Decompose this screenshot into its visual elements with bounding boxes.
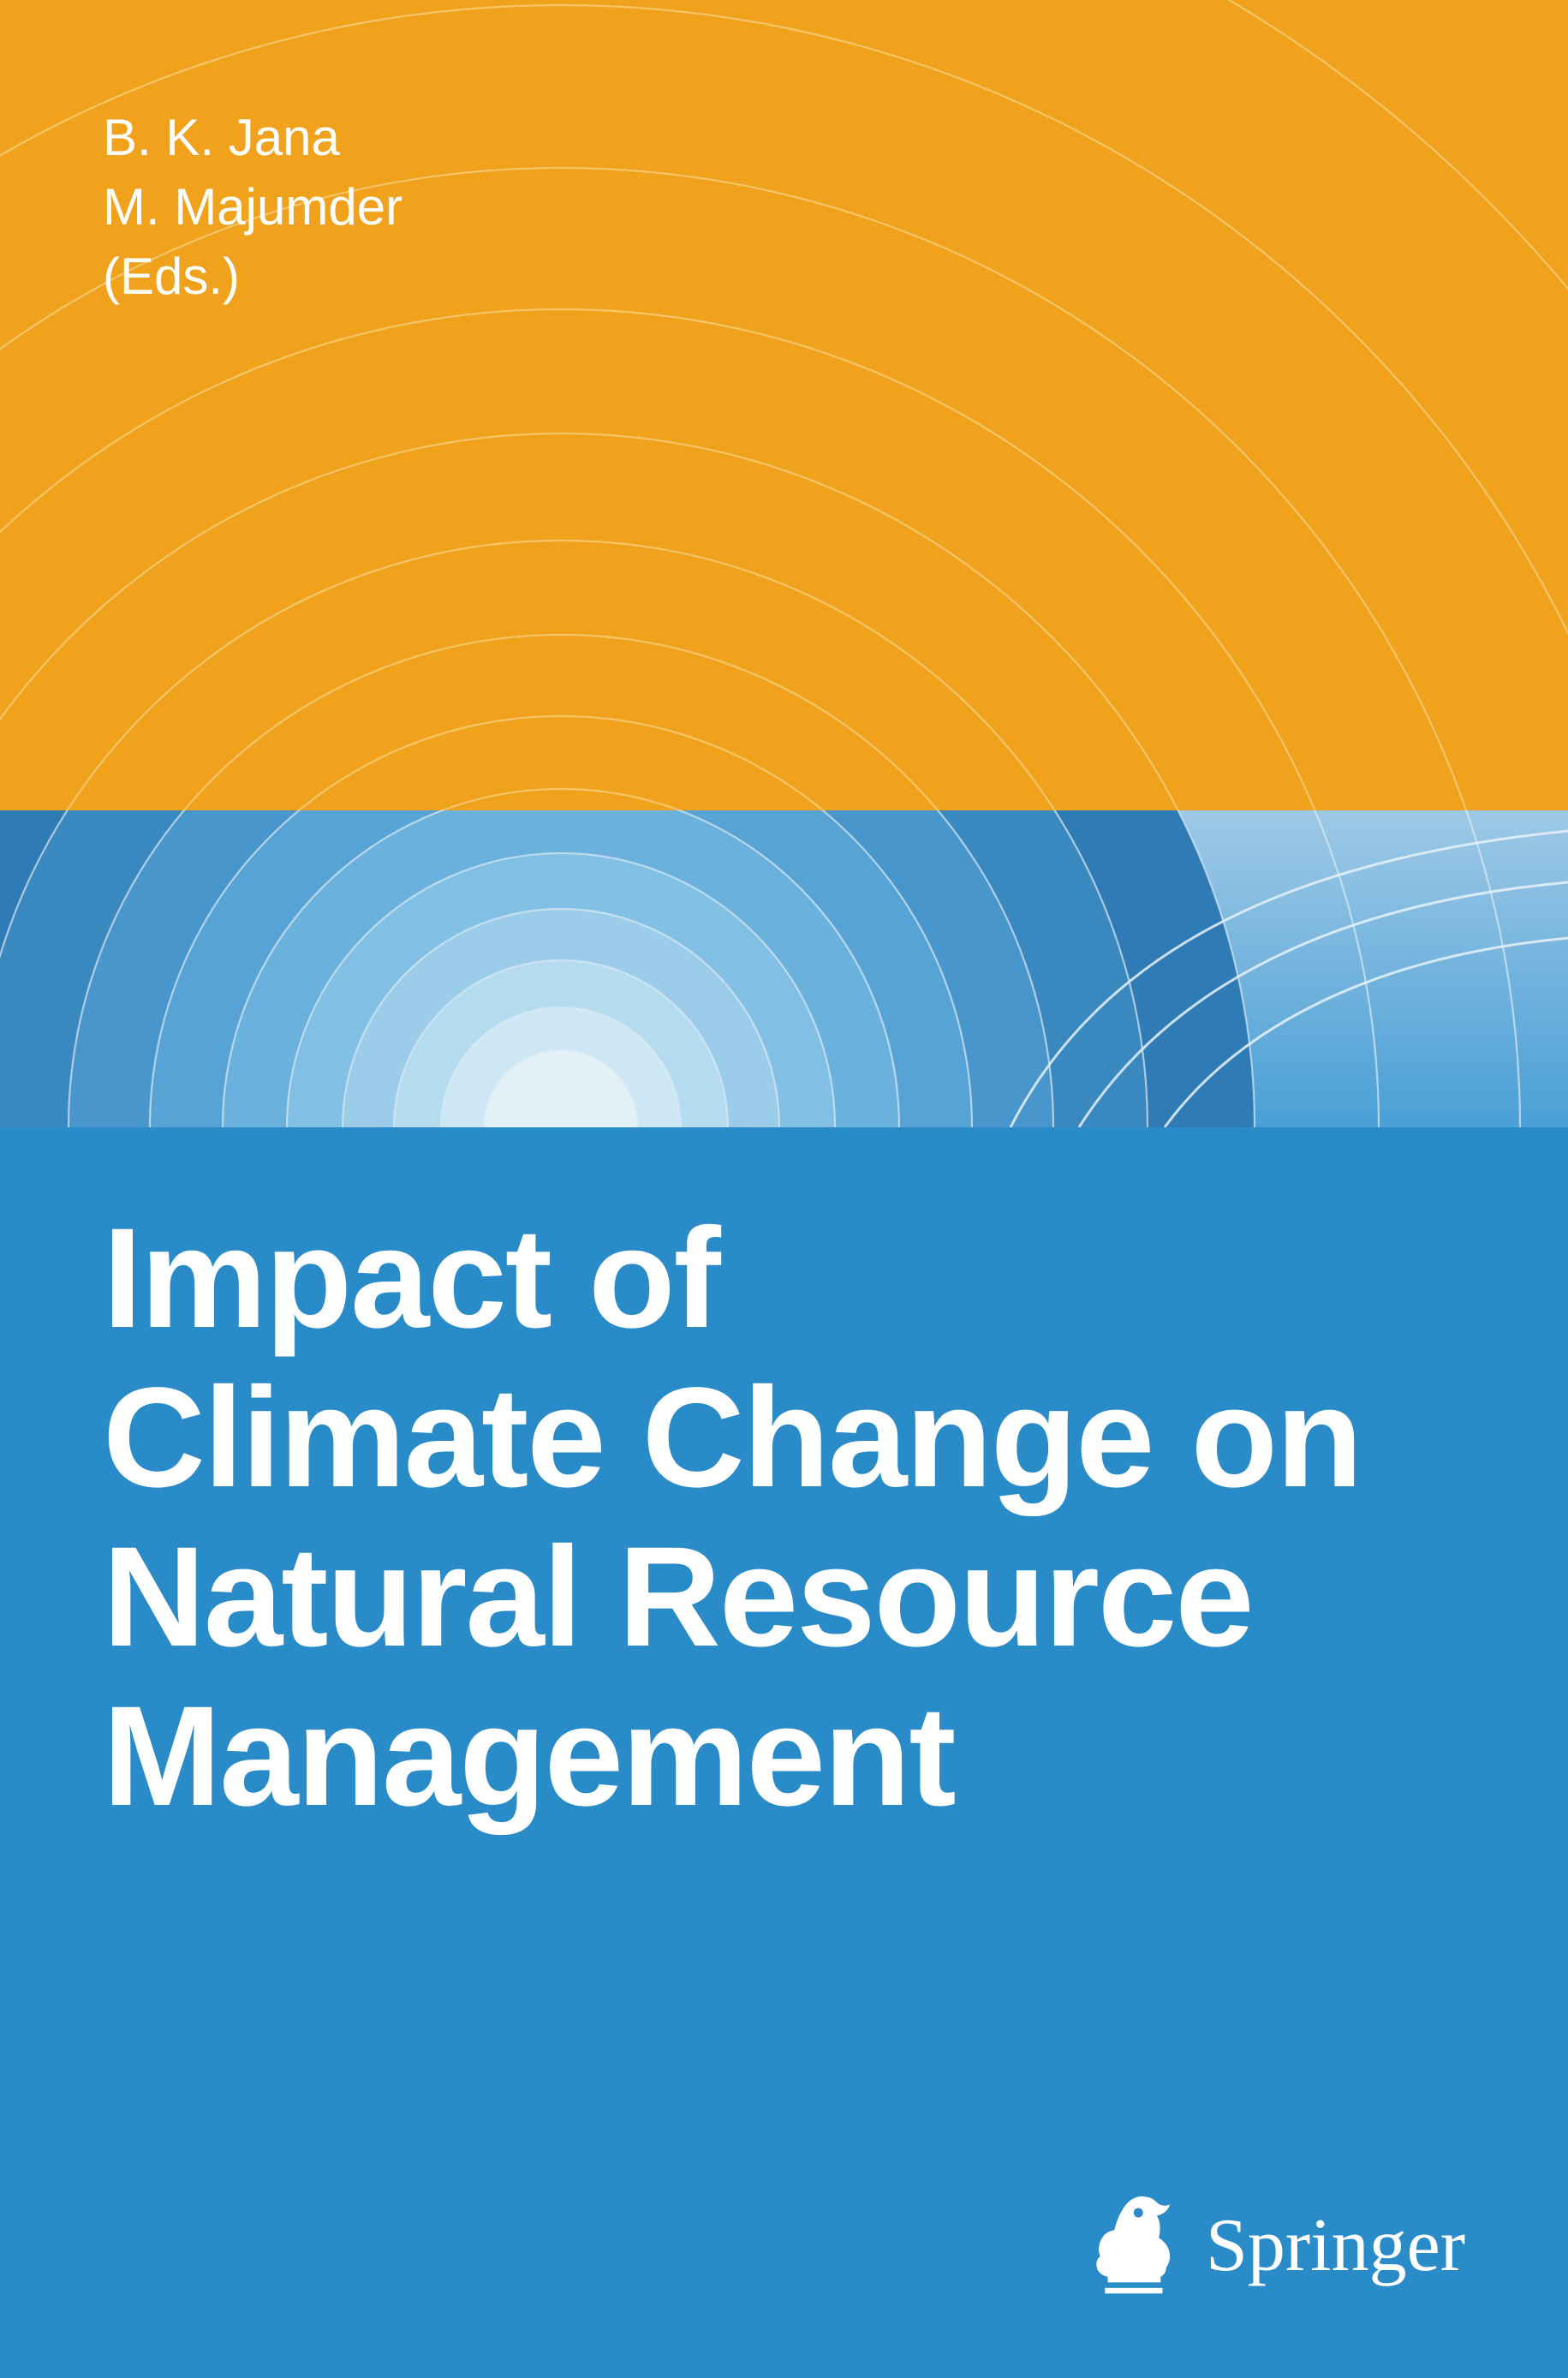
editor-line: B. K. Jana <box>103 103 402 172</box>
title-line: Management <box>103 1677 1499 1837</box>
editors-block: B. K. Jana M. Majumder (Eds.) <box>103 103 402 311</box>
title-line: Climate Change on <box>103 1359 1499 1518</box>
title-line: Impact of <box>103 1199 1499 1359</box>
title-line: Natural Resource <box>103 1518 1499 1677</box>
publisher-name: Springer <box>1206 2202 1465 2289</box>
publisher-block: Springer <box>1088 2190 1465 2301</box>
mid-band <box>0 810 1568 1127</box>
springer-horse-icon <box>1088 2190 1182 2301</box>
editor-line: M. Majumder <box>103 172 402 242</box>
book-cover: B. K. Jana M. Majumder (Eds.) Impact of … <box>0 0 1568 2378</box>
editor-line: (Eds.) <box>103 242 402 311</box>
book-title: Impact of Climate Change on Natural Reso… <box>103 1199 1499 1837</box>
